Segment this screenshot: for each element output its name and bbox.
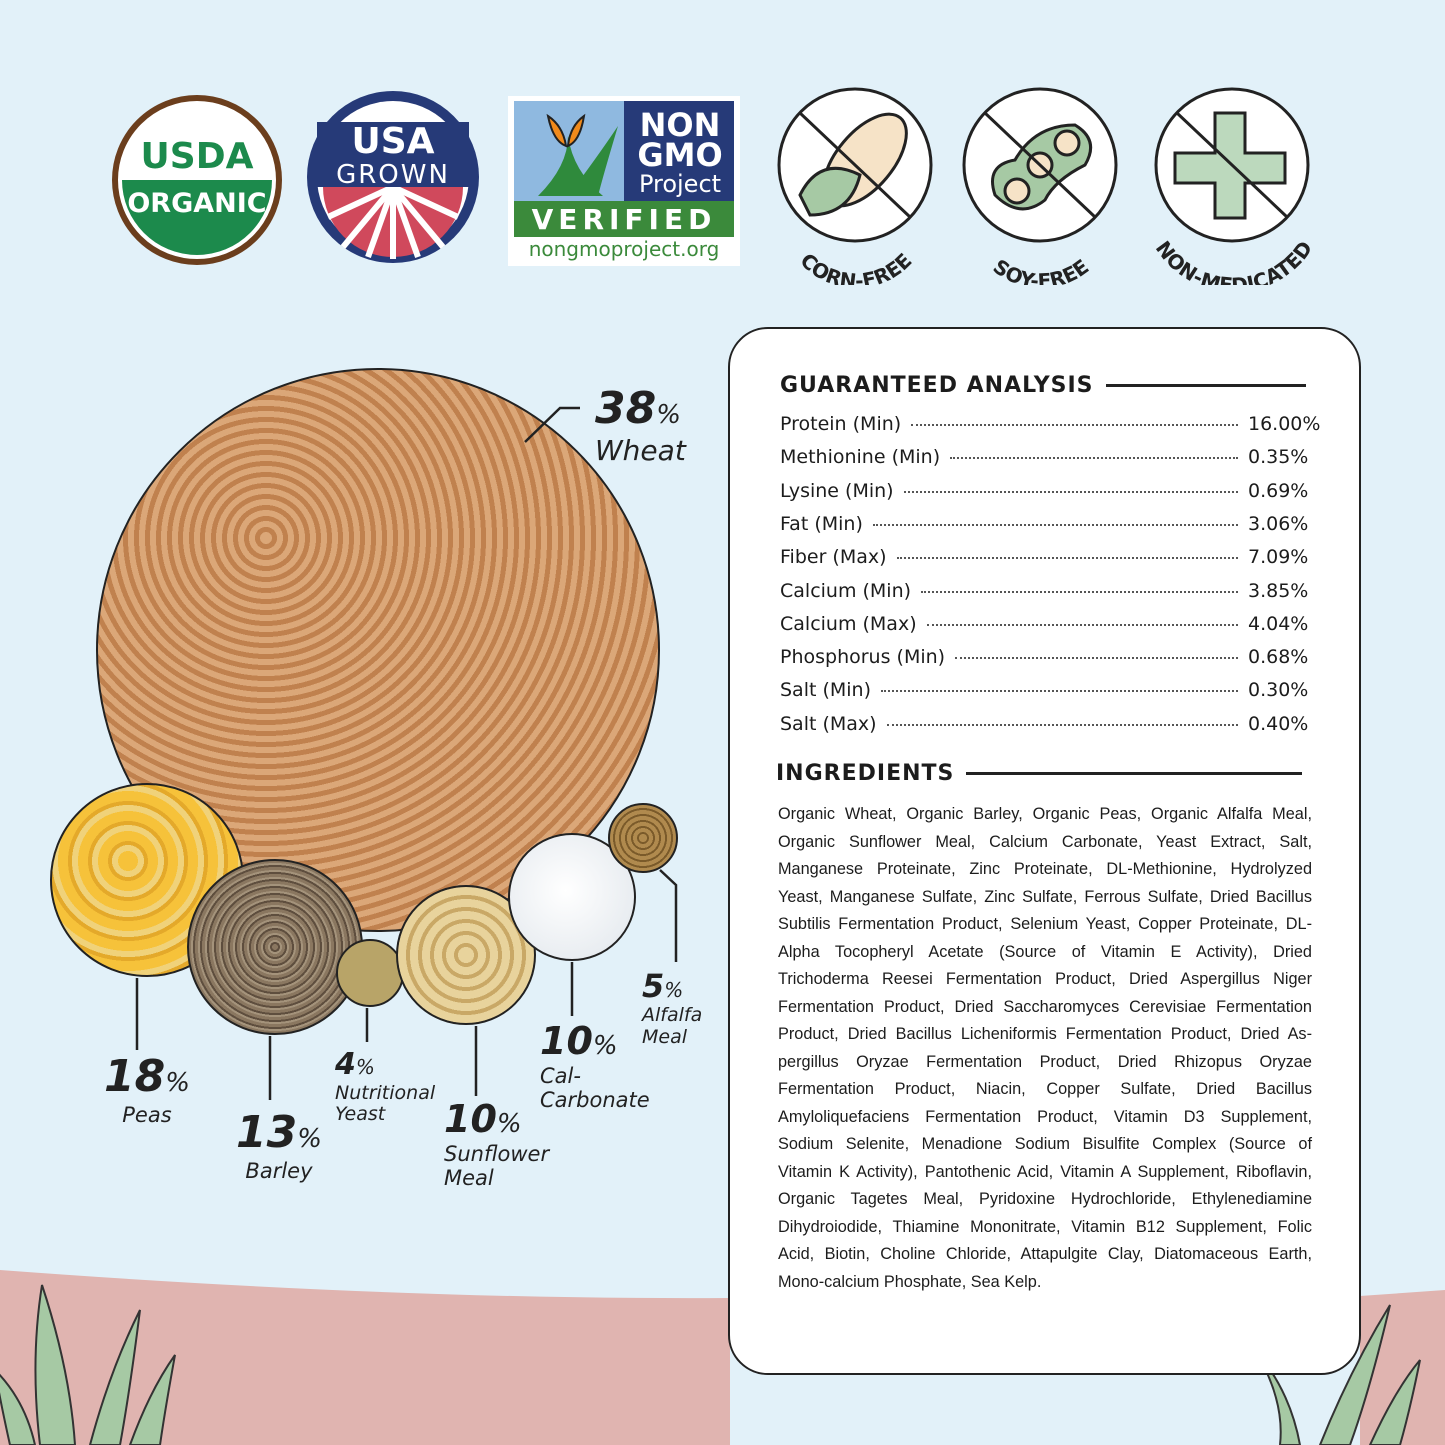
corn-free-icon: CORN-FREE bbox=[777, 87, 933, 285]
dot-leader bbox=[955, 657, 1238, 660]
nutritional-yeast-label: 4% Nutritional Yeast bbox=[335, 1047, 436, 1126]
analysis-row: Fiber (Max) 7.09% bbox=[780, 546, 1308, 568]
nutrition-card: GUARANTEED ANALYSIS Protein (Min) 16.00% M… bbox=[728, 327, 1361, 1375]
usda-organic-badge: USDA ORGANIC bbox=[112, 95, 282, 265]
analysis-row: Lysine (Min) 0.69% bbox=[780, 480, 1308, 502]
svg-text:USDA: USDA bbox=[141, 136, 254, 177]
analysis-label: Fiber (Max) bbox=[780, 546, 887, 569]
analysis-label: Calcium (Min) bbox=[780, 579, 912, 602]
analysis-value: 0.35% bbox=[1248, 446, 1309, 469]
analysis-label: Lysine (Min) bbox=[780, 479, 894, 502]
svg-text:NON: NON bbox=[640, 106, 721, 144]
soy-free-icon: SOY-FREE bbox=[962, 87, 1118, 285]
non-medicated-icon: NON-MEDICATED bbox=[1151, 87, 1317, 285]
wheat-label: 38% Wheat bbox=[595, 383, 686, 467]
analysis-label: Protein (Min) bbox=[780, 413, 902, 435]
analysis-value: 7.09% bbox=[1248, 546, 1309, 569]
svg-text:nongmoproject.org: nongmoproject.org bbox=[529, 237, 720, 261]
analysis-value: 0.30% bbox=[1248, 679, 1309, 702]
alfalfa-meal-label: 5% Alfalfa Meal bbox=[642, 967, 703, 1048]
dot-leader bbox=[896, 557, 1238, 560]
usa-grown-badge: USA GROWN bbox=[307, 91, 479, 263]
analysis-label: Fat (Min) bbox=[780, 512, 863, 535]
analysis-value: 16.00% bbox=[1248, 413, 1321, 435]
dot-leader bbox=[926, 623, 1238, 626]
analysis-value: 0.68% bbox=[1248, 646, 1309, 669]
analysis-label: Calcium (Max) bbox=[780, 612, 917, 635]
analysis-label: Salt (Min) bbox=[780, 679, 872, 702]
dot-leader bbox=[903, 490, 1238, 493]
svg-text:USA: USA bbox=[351, 121, 434, 162]
svg-text:Project: Project bbox=[639, 170, 721, 198]
svg-text:VERIFIED: VERIFIED bbox=[532, 203, 717, 236]
dot-leader bbox=[950, 457, 1238, 460]
analysis-row: Protein (Min) 16.00% bbox=[780, 413, 1321, 435]
ingredients-text: Organic Wheat, Organic Barley, Organic P… bbox=[778, 805, 1312, 1291]
analysis-label: Salt (Max) bbox=[780, 712, 877, 735]
alfalfa-meal-image bbox=[608, 803, 678, 873]
analysis-row: Phosphorus (Min) 0.68% bbox=[780, 646, 1308, 668]
barley-label: 13% Barley bbox=[236, 1107, 322, 1183]
analysis-value: 4.04% bbox=[1248, 612, 1309, 635]
analysis-row: Calcium (Max) 4.04% bbox=[780, 613, 1308, 635]
dot-leader bbox=[872, 523, 1238, 526]
cal-carbonate-label: 10% Cal-Carbonate bbox=[540, 1019, 650, 1112]
dot-leader bbox=[881, 690, 1238, 693]
dot-leader bbox=[886, 723, 1238, 726]
barley-image bbox=[187, 859, 363, 1035]
svg-text:ORGANIC: ORGANIC bbox=[127, 188, 266, 219]
analysis-value: 0.69% bbox=[1248, 479, 1309, 502]
non-gmo-project-badge: NON GMO Project VERIFIED nongmoproject.o… bbox=[508, 96, 740, 266]
analysis-row: Salt (Max) 0.40% bbox=[780, 713, 1308, 735]
svg-text:GMO: GMO bbox=[637, 136, 722, 174]
dot-leader bbox=[921, 590, 1238, 593]
peas-label: 18% Peas bbox=[104, 1051, 190, 1127]
analysis-row: Fat (Min) 3.06% bbox=[780, 513, 1308, 535]
analysis-label: Methionine (Min) bbox=[780, 446, 941, 469]
analysis-row: Methionine (Min) 0.35% bbox=[780, 446, 1308, 468]
guaranteed-analysis-heading: GUARANTEED ANALYSIS bbox=[780, 373, 1306, 398]
analysis-value: 3.85% bbox=[1248, 579, 1309, 602]
analysis-value: 0.40% bbox=[1248, 712, 1309, 735]
analysis-row: Salt (Min) 0.30% bbox=[780, 679, 1308, 701]
sunflower-meal-label: 10% Sunflower Meal bbox=[444, 1097, 550, 1190]
analysis-value: 3.06% bbox=[1248, 512, 1309, 535]
grass-left-icon bbox=[0, 1284, 176, 1445]
ingredients-heading: INGREDIENTS bbox=[776, 761, 1303, 786]
analysis-label: Phosphorus (Min) bbox=[780, 646, 946, 669]
analysis-row: Calcium (Min) 3.85% bbox=[780, 580, 1308, 602]
svg-text:GROWN: GROWN bbox=[336, 160, 450, 190]
dot-leader bbox=[911, 424, 1238, 426]
